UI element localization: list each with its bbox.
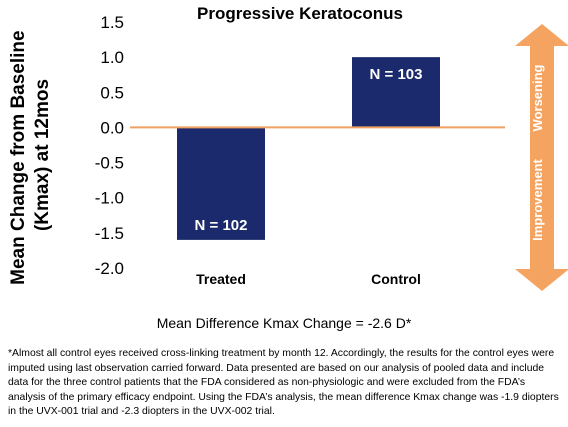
y-tick-label: -1.0: [95, 189, 124, 208]
bar-treated: [177, 127, 265, 240]
y-tick-label: 0.5: [100, 83, 124, 102]
bar-chart: Progressive Keratoconus Mean Change from…: [8, 4, 568, 291]
bar-control: [352, 57, 440, 128]
bar-label: N = 102: [195, 217, 248, 234]
y-tick-label: 1.0: [100, 48, 124, 67]
y-axis-ticks: 1.5 1.0 0.5 0.0 -0.5 -1.0 -1.5 -2.0: [95, 13, 124, 278]
bar-label: N = 103: [370, 66, 423, 83]
y-tick-label: 0.0: [100, 118, 124, 137]
category-labels: Treated Control: [196, 271, 421, 287]
y-axis-label: Mean Change from Baseline (Kmax) at 12mo…: [8, 25, 53, 285]
y-tick-label: -2.0: [95, 259, 124, 278]
y-tick-label: 1.5: [100, 13, 124, 32]
footnote: *Almost all control eyes received cross-…: [8, 348, 559, 417]
y-tick-label: -0.5: [95, 154, 124, 173]
worsening-label: Worsening: [530, 64, 545, 131]
mean-difference-text: Mean Difference Kmax Change = -2.6 D*: [156, 315, 412, 331]
category-label: Treated: [196, 271, 246, 287]
improvement-label: Improvement: [530, 159, 545, 241]
y-axis-label-line-2: (Kmax) at 12mos: [32, 79, 53, 231]
direction-arrow-shape: [515, 24, 568, 291]
y-axis-label-line-1: Mean Change from Baseline: [8, 30, 29, 284]
category-label: Control: [371, 271, 421, 287]
chart-title: Progressive Keratoconus: [197, 4, 403, 23]
direction-arrow: Worsening Improvement: [515, 24, 568, 291]
y-tick-label: -1.5: [95, 224, 124, 243]
bars: N = 102 N = 103: [177, 57, 440, 240]
